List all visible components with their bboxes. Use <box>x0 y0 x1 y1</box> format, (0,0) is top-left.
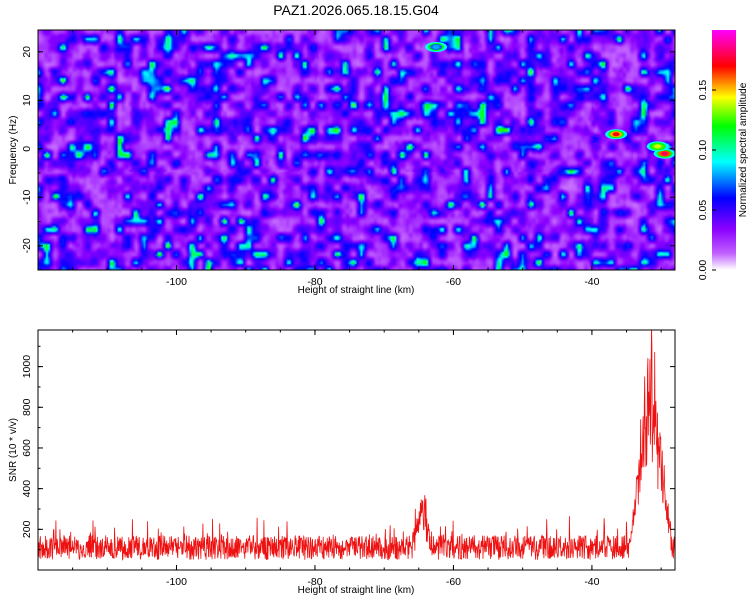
colorbar-tick-label: 0.15 <box>697 80 709 101</box>
snr-frame <box>37 329 676 571</box>
spectrogram-peak <box>654 144 662 149</box>
snr-ytick-label: 200 <box>21 520 33 538</box>
snr-y-ticks: 200 400 600 800 1000 <box>21 345 675 551</box>
snr-ytick-label: 1000 <box>21 355 33 379</box>
spectrogram-ytick-label: 10 <box>21 94 33 106</box>
spectrogram-x-label: Height of straight line (km) <box>298 285 415 296</box>
snr-ytick-label: 600 <box>21 439 33 457</box>
figure-title: PAZ1.2026.065.18.15.G04 <box>273 2 439 18</box>
snr-y-label: SNR (10 * v/v) <box>8 418 19 482</box>
colorbar-tick-label: 0.10 <box>697 140 709 161</box>
spectrogram-ytick-label: 0 <box>21 146 33 152</box>
spectrogram-ytick-label: -10 <box>21 190 33 205</box>
colorbar-ticks: 0.00 0.05 0.10 0.15 <box>697 80 716 281</box>
snr-background <box>38 330 675 570</box>
snr-ytick-label: 400 <box>21 480 33 498</box>
spectrogram-xtick-label: -60 <box>446 276 461 288</box>
snr-ytick-label: 800 <box>21 398 33 416</box>
spectrogram-x-ticks: -100 -80 -60 -40 <box>37 30 662 288</box>
colorbar: 0.00 0.05 0.10 0.15 Normalized spectral amp… <box>697 30 749 280</box>
spectrogram-peaks <box>425 41 675 159</box>
snr-xtick-label: -80 <box>307 576 322 588</box>
colorbar-tick-label: 0.05 <box>697 200 709 221</box>
spectrogram-peak <box>432 44 440 49</box>
spectrogram-y-ticks: -20 -10 0 10 20 <box>21 46 675 271</box>
spectrogram-ytick-label: 20 <box>21 46 33 58</box>
snr-xtick-label: -60 <box>446 576 461 588</box>
spectrogram-peak <box>661 151 669 156</box>
snr-x-ticks: -100 -80 -60 -40 <box>37 330 662 588</box>
colorbar-tick-label: 0.00 <box>697 260 709 281</box>
spectrogram-xtick-label: -100 <box>166 276 187 288</box>
snr-series-line <box>38 330 675 561</box>
colorbar-label: Normalized spectral amplitude <box>738 82 749 217</box>
spectrogram-ytick-label: -20 <box>21 238 33 253</box>
snr-x-label: Height of straight line (km) <box>298 585 415 596</box>
snr-xtick-label: -40 <box>584 576 599 588</box>
snr-xtick-label: -100 <box>166 576 187 588</box>
spectrogram-heatmap <box>38 30 675 270</box>
spectrogram-peak <box>612 132 620 137</box>
spectrogram-xtick-label: -80 <box>307 276 322 288</box>
spectrogram-xtick-label: -40 <box>584 276 599 288</box>
spectrogram-y-label: Frequency (Hz) <box>8 116 19 185</box>
spectrogram-frame <box>37 29 676 271</box>
snr-panel: -100 -80 -60 -40 200 400 600 800 1000 Height of… <box>8 329 676 596</box>
